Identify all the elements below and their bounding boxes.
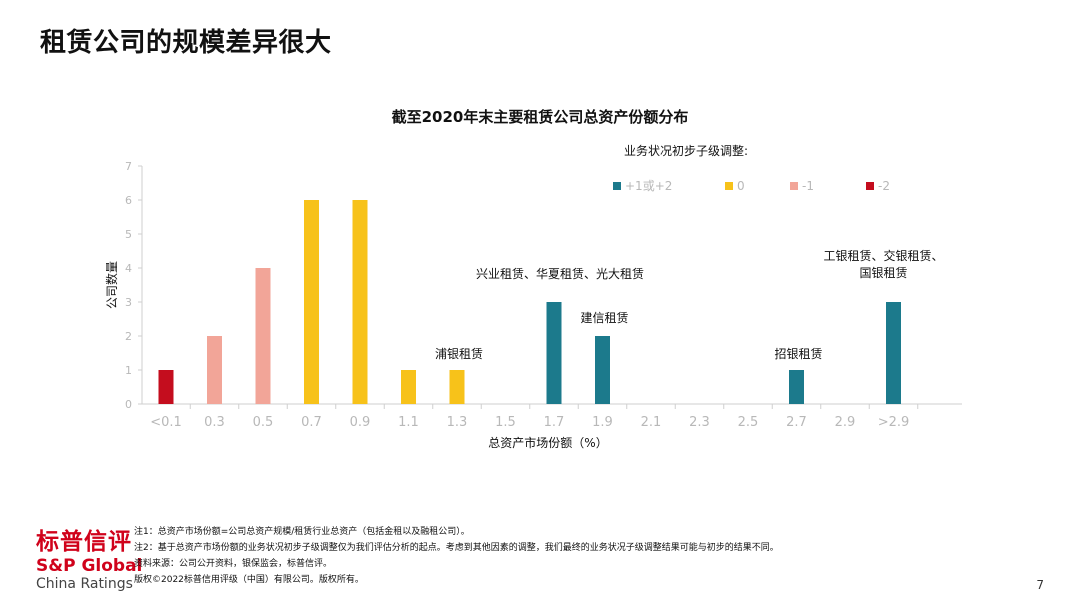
footnote-1: 注1：总资产市场份额=公司总资产规模/租赁行业总资产（包括金租以及融租公司）。 bbox=[134, 527, 470, 537]
x-tick-label: 2.1 bbox=[641, 415, 662, 430]
y-tick-label: 4 bbox=[125, 262, 132, 275]
y-tick-label: 7 bbox=[125, 160, 132, 173]
x-tick-label: 0.3 bbox=[204, 415, 225, 430]
footnote-2: 注2：基于总资产市场份额的业务状况初步子级调整仅为我们评估分析的起点。考虑到其他… bbox=[134, 543, 779, 553]
bar-annotation: 招银租赁 bbox=[774, 347, 822, 361]
legend-label: +1或+2 bbox=[625, 179, 672, 193]
bar-annotation: 浦银租赁 bbox=[435, 347, 483, 361]
bar-annotation: 建信租赁 bbox=[580, 311, 628, 325]
x-tick-label: 0.9 bbox=[350, 415, 371, 430]
bar-annotation: 工银租赁、交银租赁、 bbox=[823, 248, 943, 263]
y-tick-label: 0 bbox=[125, 398, 132, 411]
bar-annotation: 兴业租赁、华夏租赁、光大租赁 bbox=[476, 267, 644, 281]
bar bbox=[789, 370, 804, 404]
bar bbox=[595, 336, 610, 404]
bar-chart: 截至2020年末主要租赁公司总资产份额分布 0 1 2 3 4 5 6 7 公司数量 <0.1 0.3… bbox=[104, 108, 962, 450]
x-tick-label: 1.1 bbox=[398, 415, 419, 430]
legend-swatch bbox=[613, 182, 621, 190]
logo-sp-global: S&P Global bbox=[36, 556, 143, 576]
y-tick-label: 3 bbox=[125, 296, 132, 309]
legend-label: 0 bbox=[737, 179, 745, 193]
bar bbox=[886, 302, 901, 404]
bar bbox=[158, 370, 174, 404]
page-number: 7 bbox=[1036, 578, 1044, 592]
x-tick-label: 1.7 bbox=[544, 415, 565, 430]
y-tick-label: 1 bbox=[125, 364, 132, 377]
x-tick-label: 0.5 bbox=[253, 415, 274, 430]
chart-title: 截至2020年末主要租赁公司总资产份额分布 bbox=[392, 108, 689, 126]
slide-title: 租赁公司的规模差异很大 bbox=[40, 28, 332, 58]
x-tick-label: 2.9 bbox=[835, 415, 856, 430]
logo-china-ratings: China Ratings bbox=[36, 576, 133, 592]
footnotes: 注1：总资产市场份额=公司总资产规模/租赁行业总资产（包括金租以及融租公司）。 … bbox=[134, 524, 1014, 588]
x-tick-label: <0.1 bbox=[150, 415, 182, 430]
bar bbox=[449, 370, 465, 404]
x-tick-label: 1.9 bbox=[592, 415, 613, 430]
legend-swatch bbox=[790, 182, 798, 190]
bar bbox=[207, 336, 222, 404]
logo-cn: 标普信评 bbox=[36, 529, 132, 555]
bar bbox=[401, 370, 416, 404]
legend-title: 业务状况初步子级调整: bbox=[624, 143, 748, 158]
bar bbox=[546, 302, 562, 404]
x-tick-label: 2.5 bbox=[738, 415, 759, 430]
y-tick-label: 2 bbox=[125, 330, 132, 343]
copyright-note: 版权©2022标普信用评级（中国）有限公司。版权所有。 bbox=[134, 575, 364, 585]
legend-label: -2 bbox=[878, 179, 890, 193]
x-tick-label: 0.7 bbox=[301, 415, 322, 430]
legend-label: -1 bbox=[802, 179, 814, 193]
bar bbox=[304, 200, 319, 404]
y-axis-label: 公司数量 bbox=[104, 261, 119, 309]
legend-swatch bbox=[725, 182, 733, 190]
bar bbox=[255, 268, 271, 404]
x-axis-label: 总资产市场份额（%） bbox=[488, 435, 607, 450]
x-tick-label: 1.5 bbox=[495, 415, 516, 430]
x-tick-label: 1.3 bbox=[447, 415, 468, 430]
y-tick-label: 6 bbox=[125, 194, 132, 207]
bar bbox=[352, 200, 368, 404]
x-tick-label: 2.3 bbox=[689, 415, 710, 430]
bar-annotation: 国银租赁 bbox=[859, 266, 907, 280]
legend-swatch bbox=[866, 182, 874, 190]
x-tick-label: >2.9 bbox=[878, 415, 910, 430]
source-note: 资料来源：公司公开资料，银保监会，标普信评。 bbox=[134, 559, 333, 569]
x-tick-label: 2.7 bbox=[786, 415, 807, 430]
y-tick-label: 5 bbox=[125, 228, 132, 241]
